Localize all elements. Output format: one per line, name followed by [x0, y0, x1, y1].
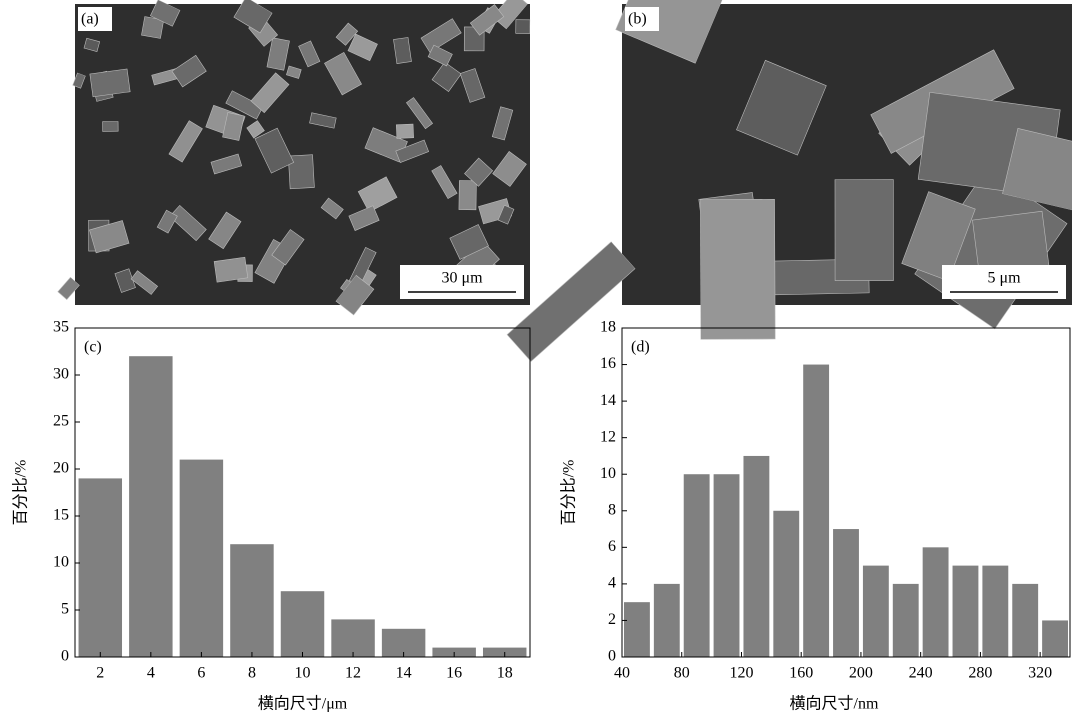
bar [1042, 620, 1068, 657]
particle [90, 69, 130, 97]
x-tick-label: 160 [789, 665, 813, 682]
y-tick-label: 35 [53, 319, 69, 336]
y-tick-label: 2 [608, 611, 616, 628]
bar [624, 602, 650, 657]
y-tick-label: 20 [53, 460, 69, 477]
y-tick-label: 5 [61, 601, 69, 618]
bar [1012, 584, 1038, 657]
y-tick-label: 4 [608, 575, 616, 592]
bar [684, 474, 710, 657]
bar [79, 478, 122, 657]
particle [700, 199, 775, 339]
panel-label: (a) [81, 11, 99, 28]
bar [863, 566, 889, 657]
bar [803, 365, 829, 657]
bar [654, 584, 680, 657]
bar [982, 566, 1008, 657]
x-tick-label: 120 [729, 665, 753, 682]
bar [180, 460, 223, 657]
y-tick-label: 8 [608, 501, 616, 518]
particle [103, 122, 119, 132]
panel-label: (b) [628, 11, 647, 28]
particle [516, 20, 530, 34]
particle [459, 181, 477, 210]
x-tick-label: 4 [147, 665, 155, 682]
y-tick-label: 25 [53, 413, 69, 430]
y-tick-label: 30 [53, 366, 69, 383]
y-tick-label: 0 [61, 648, 69, 665]
y-tick-label: 10 [53, 554, 69, 571]
x-tick-label: 8 [248, 665, 256, 682]
figure: (a)30 μm(b)5 μm0510152025303524681012141… [0, 0, 1072, 720]
x-tick-label: 280 [968, 665, 992, 682]
bar [743, 456, 769, 657]
y-tick-label: 14 [600, 392, 616, 409]
page: (a)30 μm(b)5 μm0510152025303524681012141… [0, 0, 1072, 720]
x-tick-label: 18 [497, 665, 513, 682]
scale-label: 30 μm [441, 270, 483, 287]
bar [833, 529, 859, 657]
bar [773, 511, 799, 657]
particle [393, 37, 411, 63]
y-tick-label: 12 [600, 428, 616, 445]
y-tick-label: 15 [53, 507, 69, 524]
bar [230, 544, 273, 657]
x-tick-label: 320 [1028, 665, 1052, 682]
x-tick-label: 200 [849, 665, 873, 682]
particle [214, 257, 248, 282]
panel-label: (c) [84, 339, 102, 356]
x-tick-label: 10 [295, 665, 311, 682]
x-axis-label: 横向尺寸/μm [258, 695, 348, 713]
y-axis-label: 百分比/% [12, 460, 30, 526]
y-axis-label: 百分比/% [560, 460, 578, 526]
y-tick-label: 6 [608, 538, 616, 555]
x-tick-label: 240 [909, 665, 933, 682]
x-tick-label: 80 [674, 665, 690, 682]
x-tick-label: 2 [96, 665, 104, 682]
bar [953, 566, 979, 657]
y-tick-label: 18 [600, 319, 616, 336]
x-tick-label: 40 [614, 665, 630, 682]
x-tick-label: 12 [345, 665, 361, 682]
bar [714, 474, 740, 657]
bar [331, 619, 374, 657]
bar [923, 547, 949, 657]
x-tick-label: 14 [396, 665, 412, 682]
bar [129, 356, 172, 657]
x-tick-label: 16 [446, 665, 462, 682]
scale-label: 5 μm [987, 270, 1021, 287]
y-tick-label: 10 [600, 465, 616, 482]
x-axis-label: 横向尺寸/nm [790, 695, 879, 713]
x-tick-label: 6 [197, 665, 205, 682]
y-tick-label: 0 [608, 648, 616, 665]
bar [893, 584, 919, 657]
panel-label: (d) [631, 339, 650, 356]
particle [396, 124, 413, 138]
bar [281, 591, 324, 657]
particle [835, 180, 893, 281]
y-tick-label: 16 [600, 355, 616, 372]
